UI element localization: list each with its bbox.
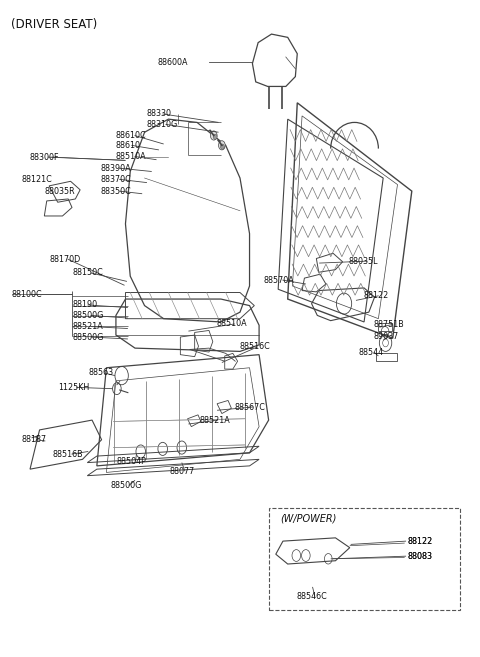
Text: 88310G: 88310G	[147, 120, 178, 129]
Text: 88567C: 88567C	[234, 403, 265, 411]
Text: 88035R: 88035R	[44, 187, 75, 196]
Text: 88500G: 88500G	[110, 481, 142, 490]
Text: 88170D: 88170D	[49, 255, 80, 263]
Text: (W/POWER): (W/POWER)	[281, 514, 337, 524]
Text: (DRIVER SEAT): (DRIVER SEAT)	[11, 18, 97, 31]
Circle shape	[220, 144, 224, 149]
Text: 88190: 88190	[72, 300, 97, 309]
Text: 1125KH: 1125KH	[58, 383, 89, 392]
Text: 88570A: 88570A	[264, 275, 295, 284]
Text: 88150C: 88150C	[72, 269, 103, 277]
Text: 88083: 88083	[408, 552, 433, 560]
Text: 88390A: 88390A	[101, 164, 131, 173]
Text: 88083: 88083	[408, 552, 433, 560]
Text: 88370C: 88370C	[101, 175, 132, 184]
Circle shape	[213, 134, 217, 139]
Text: 88350C: 88350C	[101, 187, 132, 196]
Text: 88122: 88122	[363, 291, 388, 300]
Text: 88504P: 88504P	[117, 457, 147, 466]
Text: 88100C: 88100C	[12, 290, 43, 299]
Text: 88610C: 88610C	[116, 131, 146, 140]
Text: 88563: 88563	[89, 369, 114, 378]
Text: 88516B: 88516B	[53, 449, 84, 459]
Text: 88521A: 88521A	[199, 416, 230, 424]
Text: 88122: 88122	[408, 537, 433, 545]
Text: 88610: 88610	[116, 141, 141, 150]
Text: 88500G: 88500G	[72, 332, 103, 342]
Text: 88300F: 88300F	[29, 152, 59, 162]
Text: 88330: 88330	[147, 110, 172, 118]
Text: 88600A: 88600A	[157, 58, 188, 67]
Circle shape	[210, 131, 217, 140]
Text: 88510A: 88510A	[116, 152, 146, 161]
Text: 88521A: 88521A	[72, 322, 103, 331]
Text: 88544: 88544	[359, 348, 384, 357]
Text: 88546C: 88546C	[296, 592, 327, 601]
Text: 88510A: 88510A	[216, 319, 247, 328]
Text: 88516C: 88516C	[239, 342, 270, 351]
Text: 88500G: 88500G	[72, 311, 103, 320]
Text: 88751B: 88751B	[373, 320, 404, 329]
Text: 89037: 89037	[373, 332, 399, 341]
Text: 88077: 88077	[169, 466, 194, 476]
Text: 88121C: 88121C	[22, 175, 52, 184]
Text: 88035L: 88035L	[349, 257, 378, 265]
Text: 88122: 88122	[408, 537, 433, 545]
Circle shape	[218, 141, 225, 150]
Text: 88187: 88187	[22, 435, 47, 444]
